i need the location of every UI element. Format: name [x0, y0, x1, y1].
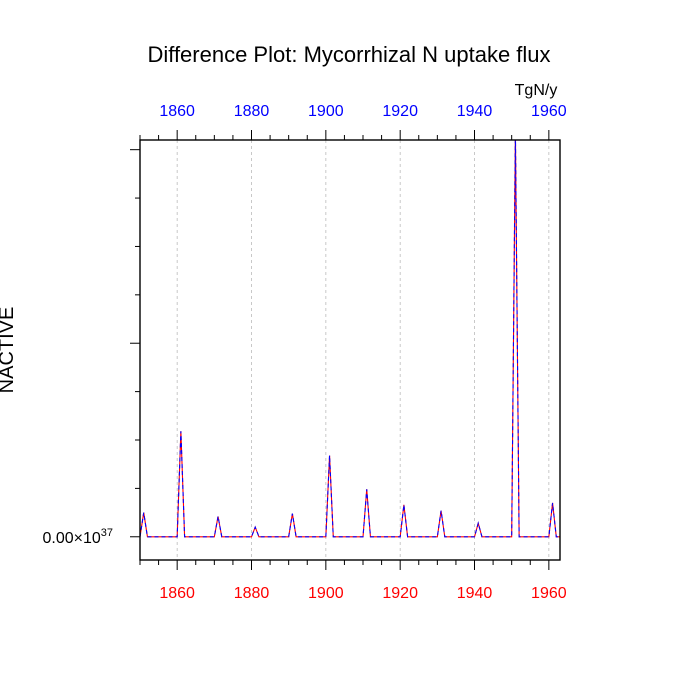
series-lines: [140, 140, 560, 538]
axis-ticks: [130, 130, 550, 570]
units-label: TgN/y: [515, 82, 558, 99]
y-tick-label-zero: 0.00×1037: [42, 527, 113, 547]
grid-lines: [176, 140, 550, 560]
x-tick-label-bottom: 1940: [457, 585, 493, 602]
tick-labels: 1860 1860 1880 1880 1900 1900 1920 1920 1940 1940…: [159, 103, 566, 602]
y-axis-label: NACTIVE: [0, 307, 18, 394]
x-tick-label-top: 1920: [382, 103, 418, 120]
x-tick-label-bottom: 1920: [382, 585, 418, 602]
x-tick-label-top: 1880: [234, 103, 270, 120]
x-tick-label-top: 1940: [457, 103, 493, 120]
x-tick-label-bottom: 1860: [159, 585, 195, 602]
x-tick-label-top: 1860: [159, 103, 195, 120]
x-tick-label-top: 1960: [531, 103, 567, 120]
series-line-series-b: [140, 140, 560, 538]
axes: [139, 139, 561, 561]
chart-title: Difference Plot: Mycorrhizal N uptake fl…: [147, 42, 550, 67]
plot-frame: [139, 139, 561, 561]
series-line-series-a: [140, 140, 560, 538]
x-tick-label-bottom: 1960: [531, 585, 567, 602]
y-tick-label-multiplier: ×10: [74, 530, 101, 547]
y-tick-label-value: 0.00: [42, 530, 73, 547]
x-tick-label-top: 1900: [308, 103, 344, 120]
x-tick-label-bottom: 1880: [234, 585, 270, 602]
x-tick-label-bottom: 1900: [308, 585, 344, 602]
y-tick-label-exponent: 37: [101, 527, 113, 539]
